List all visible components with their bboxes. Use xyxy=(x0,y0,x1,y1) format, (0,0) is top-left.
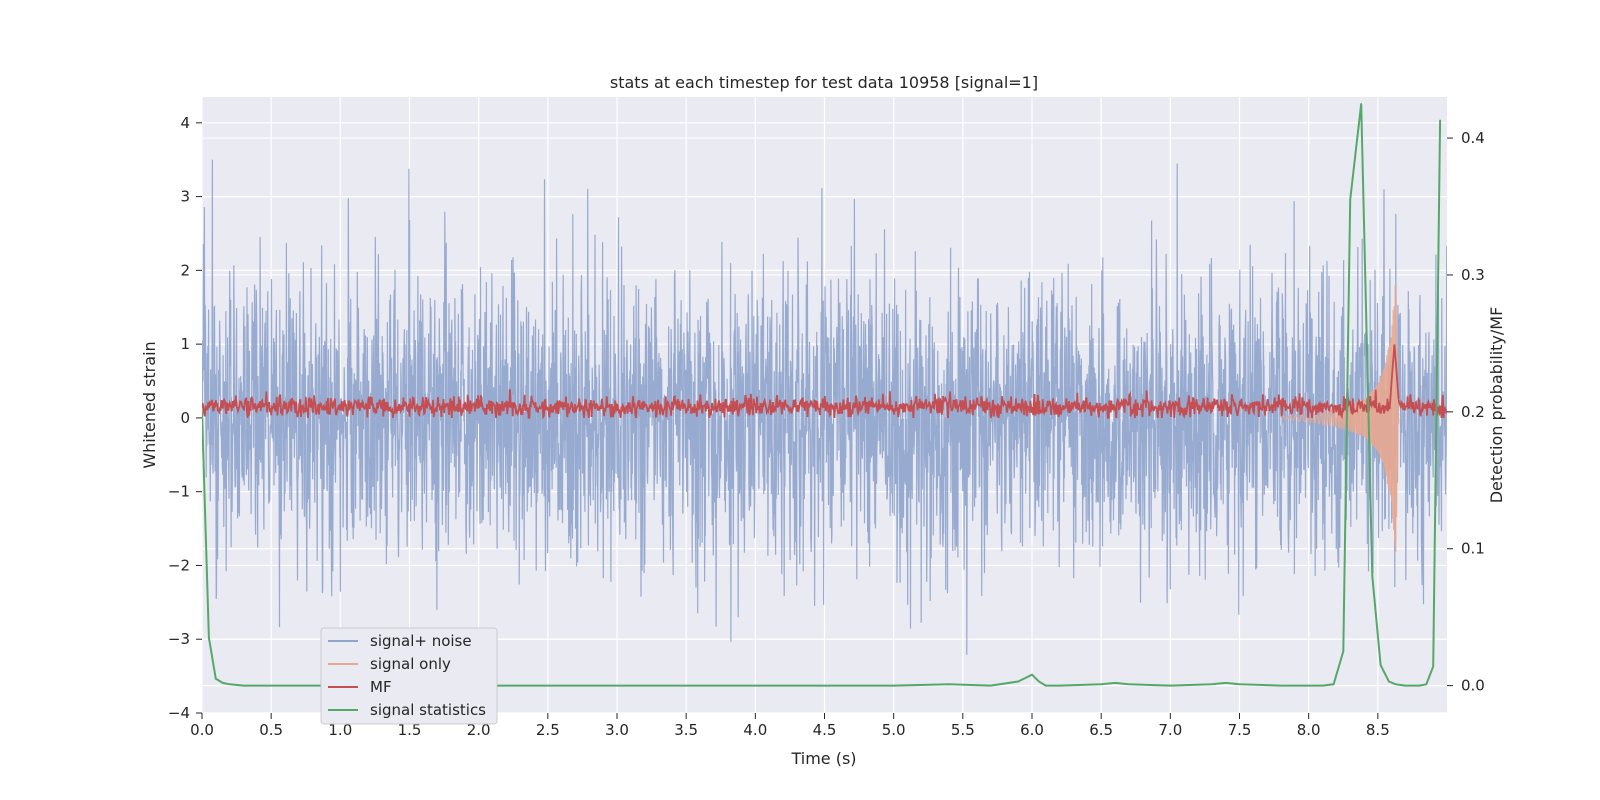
x-tick-label: 6.5 xyxy=(1089,721,1113,739)
x-tick-label: 5.5 xyxy=(951,721,975,739)
signal-statistics-point xyxy=(1058,684,1061,687)
signal-statistics-point xyxy=(1321,684,1324,687)
signal-statistics-point xyxy=(1045,684,1047,687)
x-tick-label: 1.0 xyxy=(328,721,352,739)
signal-noise-line xyxy=(202,159,1447,655)
y-tick-label: 1 xyxy=(180,335,190,353)
signal-statistics-point xyxy=(1017,680,1019,683)
x-tick-label: 6.0 xyxy=(1020,721,1044,739)
x-tick-label: 4.0 xyxy=(743,721,767,739)
signal-statistics-point xyxy=(1395,683,1397,686)
x-tick-label: 2.0 xyxy=(467,721,491,739)
y-tick-label: 2 xyxy=(180,261,190,279)
y2-tick-label: 0.1 xyxy=(1461,540,1485,558)
signal-statistics-point xyxy=(616,684,618,687)
y-tick-label: −2 xyxy=(168,556,190,574)
signal-statistics-point xyxy=(1038,680,1040,683)
y-tick-label: 4 xyxy=(180,114,190,132)
x-tick-label: 7.0 xyxy=(1158,721,1182,739)
x-tick-label: 8.0 xyxy=(1297,721,1321,739)
signal-statistics-point xyxy=(1349,198,1351,201)
y-tick-label: −3 xyxy=(168,630,190,648)
x-tick-label: 2.5 xyxy=(536,721,560,739)
signal-statistics-point xyxy=(1128,683,1130,686)
signal-statistics-point xyxy=(1404,684,1407,687)
x-tick-label: 1.5 xyxy=(398,721,422,739)
x-tick-label: 7.5 xyxy=(1228,721,1252,739)
signal-statistics-point xyxy=(754,684,757,687)
signal-statistics-point xyxy=(1307,684,1310,687)
signal-statistics-point xyxy=(1342,650,1345,653)
signal-statistics-point xyxy=(1371,575,1374,577)
signal-statistics-point xyxy=(1379,664,1382,666)
y2-axis-label: Detection probability/MF xyxy=(1487,307,1506,504)
x-tick-label: 3.5 xyxy=(674,721,698,739)
mf-line xyxy=(202,344,1447,420)
signal-statistics-point xyxy=(1100,683,1102,686)
signal-statistics-point xyxy=(222,682,224,684)
y2-tick-label: 0.0 xyxy=(1461,677,1485,695)
y2-ticks: 0.4 0.3 0.2 0.1 0.0 xyxy=(1447,129,1485,695)
signal-statistics-point xyxy=(1114,682,1116,684)
legend-label-0: signal+ noise xyxy=(370,632,472,650)
signal-statistics-point xyxy=(1224,682,1227,684)
signal-statistics-point xyxy=(1432,665,1434,668)
y-tick-label: −1 xyxy=(168,483,190,501)
x-ticks: 0.0 0.5 1.0 1.5 2.0 2.5 3.0 3.5 4.0 4.5 5.0 5.5 6.0 6… xyxy=(190,713,1390,739)
y-tick-label: −4 xyxy=(168,704,190,722)
signal-statistics-point xyxy=(1169,684,1172,687)
x-tick-label: 5.0 xyxy=(882,721,906,739)
legend-label-1: signal only xyxy=(370,655,451,673)
signal-statistics-point xyxy=(208,636,210,639)
signal-statistics-point xyxy=(1418,684,1421,687)
chart-title: stats at each timestep for test data 109… xyxy=(610,73,1038,92)
signal-statistics-point xyxy=(270,684,273,687)
y-ticks: 4 3 2 1 0 −1 −2 −3 −4 xyxy=(168,114,202,722)
signal-statistics-point xyxy=(1238,683,1241,686)
x-tick-label: 0.5 xyxy=(259,721,283,739)
signal-statistics-point xyxy=(1280,684,1282,687)
signal-statistics-point xyxy=(1388,680,1390,683)
signal-statistics-point xyxy=(1211,683,1213,686)
y2-tick-label: 0.4 xyxy=(1461,129,1485,147)
signal-statistics-point xyxy=(1360,103,1362,105)
x-axis-label: Time (s) xyxy=(790,749,856,768)
y-tick-label: 0 xyxy=(180,409,190,427)
signal-statistics-point xyxy=(948,683,950,686)
x-tick-label: 0.0 xyxy=(190,721,214,739)
x-tick-label: 8.5 xyxy=(1366,721,1390,739)
signal-statistics-point xyxy=(228,683,231,686)
legend: signal+ noise signal only MF signal stat… xyxy=(320,627,498,725)
signal-statistics-point xyxy=(1425,683,1428,686)
signal-statistics-point xyxy=(892,684,895,687)
x-tick-label: 4.5 xyxy=(813,721,837,739)
signal-statistics-point xyxy=(1332,683,1335,686)
y-tick-label: 3 xyxy=(180,188,190,206)
legend-box xyxy=(320,627,498,725)
signal-statistics-point xyxy=(989,684,992,687)
y2-tick-label: 0.3 xyxy=(1461,266,1485,284)
signal-statistics-point xyxy=(242,684,245,687)
y-axis-label: Whitened strain xyxy=(140,341,159,468)
signal-statistics-point xyxy=(1031,673,1033,676)
x-tick-label: 3.0 xyxy=(605,721,629,739)
signal-statistics-point xyxy=(215,678,217,680)
legend-label-3: signal statistics xyxy=(370,701,486,719)
y2-tick-label: 0.2 xyxy=(1461,403,1485,421)
signal-statistics-point xyxy=(202,411,203,413)
legend-label-2: MF xyxy=(370,678,392,696)
signal-statistics-point xyxy=(1439,119,1441,122)
